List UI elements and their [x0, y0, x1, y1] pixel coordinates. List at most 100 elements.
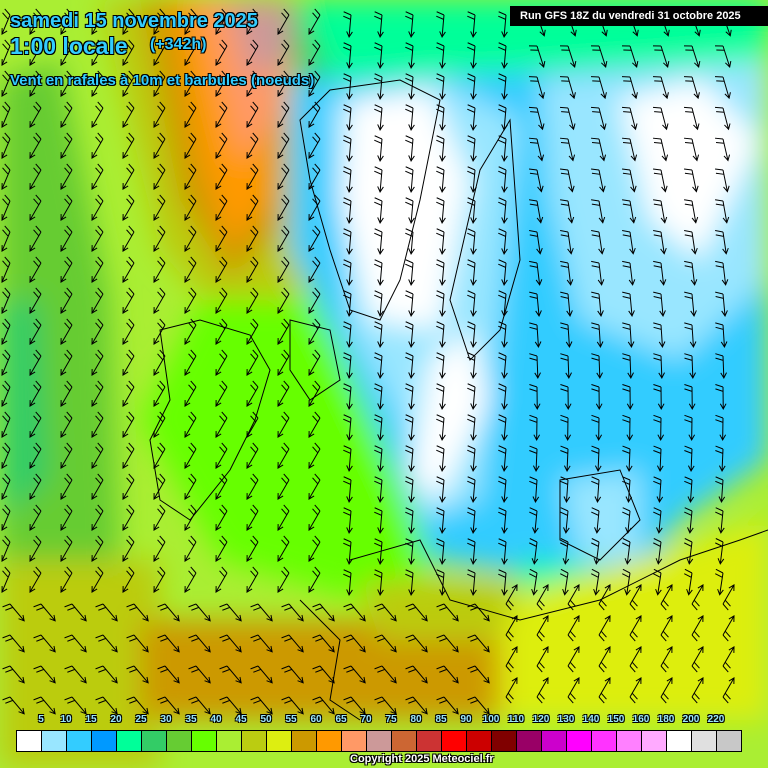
wind-barb	[308, 194, 321, 221]
wind-barb	[652, 106, 669, 131]
wind-barb	[153, 225, 166, 252]
wind-barb	[590, 106, 607, 131]
wind-barb	[29, 8, 42, 35]
wind-barb	[622, 568, 631, 596]
legend-label: 15	[85, 714, 97, 725]
legend-label: 180	[657, 714, 675, 725]
wind-barb	[560, 353, 572, 380]
wind-barb	[498, 290, 508, 317]
wind-barb	[343, 290, 353, 317]
legend-swatch	[467, 731, 492, 751]
wind-barb	[1, 256, 11, 283]
wind-barb	[277, 442, 290, 469]
legend-label: 25	[135, 714, 147, 725]
wind-barb	[184, 256, 197, 283]
wind-barb	[343, 104, 353, 131]
wind-barb	[436, 11, 446, 38]
wind-barb	[246, 256, 259, 283]
wind-barb	[215, 194, 228, 221]
wind-barb	[343, 42, 353, 69]
wind-barb	[184, 287, 197, 314]
wind-barb	[343, 321, 353, 348]
wind-barb	[29, 70, 42, 97]
wind-barb	[405, 228, 415, 255]
wind-barb	[528, 76, 545, 100]
wind-barb	[591, 322, 604, 348]
wind-barb	[722, 646, 735, 673]
wind-barb	[281, 665, 304, 684]
wind-barb	[277, 8, 290, 35]
wind-barb	[1, 318, 11, 345]
legend-swatch	[42, 731, 67, 751]
wind-barb	[528, 45, 546, 68]
wind-barb	[343, 507, 353, 534]
legend-swatch	[392, 731, 417, 751]
wind-barb	[60, 380, 73, 407]
wind-barb	[467, 603, 490, 622]
wind-barb	[1, 566, 11, 593]
wind-barb	[184, 194, 197, 221]
wind-barb	[591, 353, 603, 380]
legend-label: 220	[707, 714, 725, 725]
wind-barb	[29, 318, 42, 345]
wind-barb	[1, 504, 11, 531]
wind-barb	[343, 569, 353, 596]
wind-barb	[598, 584, 611, 611]
legend-label: 130	[557, 714, 575, 725]
wind-barb	[622, 199, 637, 224]
wind-barb	[714, 137, 731, 162]
wind-barb	[374, 42, 384, 69]
wind-barb	[184, 504, 197, 531]
wind-barb	[498, 73, 508, 100]
wind-barb	[467, 259, 477, 286]
wind-barb	[60, 70, 73, 97]
wind-barb	[308, 473, 321, 500]
wind-barb	[60, 566, 73, 593]
wind-barb	[308, 163, 321, 190]
wind-barb	[277, 39, 290, 66]
wind-barb	[122, 535, 135, 562]
wind-barb	[95, 603, 118, 622]
legend-swatch	[117, 731, 142, 751]
wind-barb	[622, 168, 637, 193]
wind-barb	[2, 634, 25, 653]
legend-label: 10	[60, 714, 72, 725]
wind-barb	[436, 166, 446, 193]
wind-barb	[660, 677, 673, 704]
wind-barb	[598, 677, 611, 704]
forecast-lead-time: (+342h)	[150, 36, 207, 53]
wind-barb	[653, 322, 666, 348]
wind-barb	[122, 287, 135, 314]
wind-barb	[498, 414, 508, 441]
wind-barb	[246, 504, 259, 531]
legend-label: 100	[482, 714, 500, 725]
wind-barb	[308, 411, 321, 438]
wind-barb	[308, 225, 321, 252]
wind-barb	[29, 380, 42, 407]
wind-barb	[60, 287, 73, 314]
wind-barb	[374, 665, 397, 684]
wind-barb	[308, 318, 321, 345]
legend-swatch	[217, 731, 242, 751]
wind-barb	[246, 101, 259, 128]
wind-barb	[29, 504, 42, 531]
wind-barb	[246, 318, 259, 345]
wind-barb	[312, 665, 335, 684]
wind-barb	[343, 634, 366, 653]
wind-barb	[184, 132, 197, 159]
wind-barb	[308, 70, 321, 97]
wind-barb	[405, 197, 415, 224]
wind-barb	[374, 476, 384, 503]
wind-barb	[215, 411, 228, 438]
wind-barb	[122, 411, 135, 438]
wind-barb	[436, 290, 446, 317]
wind-barb	[436, 73, 446, 100]
wind-barb	[684, 414, 696, 442]
wind-barb	[529, 353, 541, 380]
wind-barb	[343, 166, 353, 193]
wind-barb	[559, 45, 577, 68]
wind-barb	[467, 290, 477, 317]
wind-barb	[122, 349, 135, 376]
wind-barb	[528, 106, 545, 131]
wind-barb	[153, 132, 166, 159]
